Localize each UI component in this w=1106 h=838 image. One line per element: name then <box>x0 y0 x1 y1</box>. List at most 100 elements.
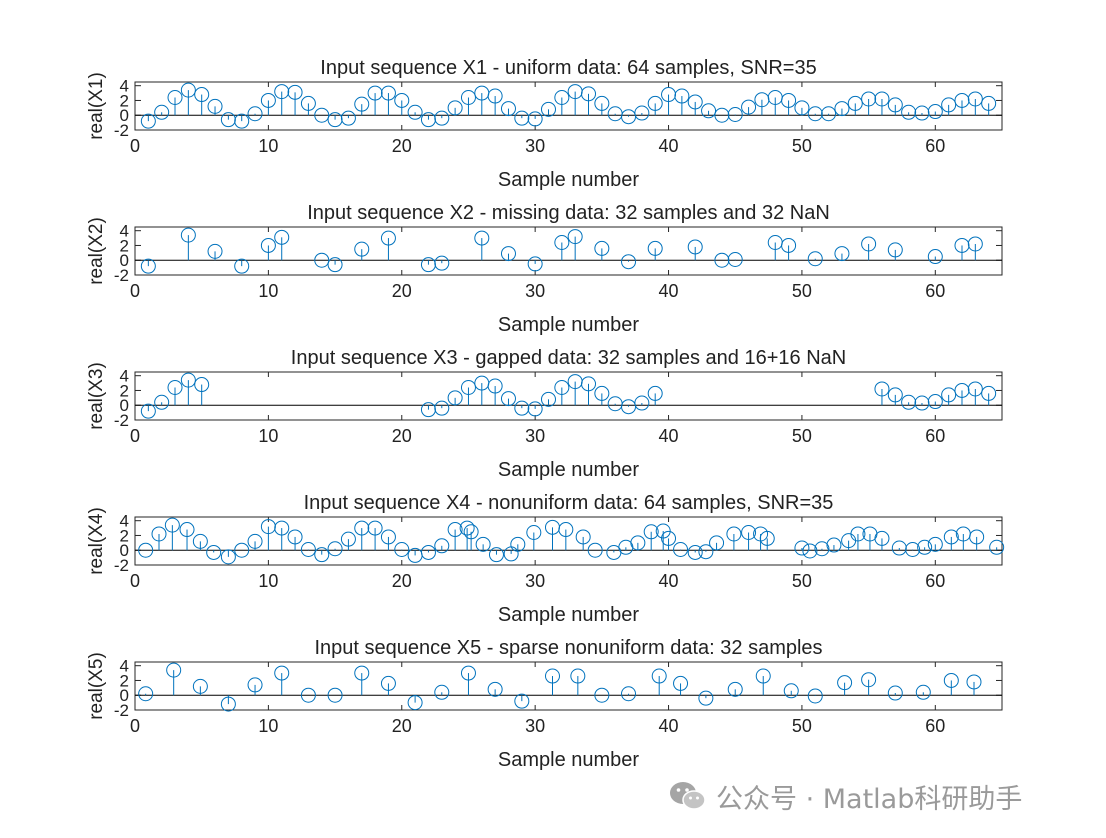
axes-box <box>134 516 1003 566</box>
x-tick-label: 60 <box>925 281 945 301</box>
stem-marker <box>661 530 677 546</box>
stem-marker <box>138 542 154 558</box>
stem-marker <box>220 696 236 712</box>
stem-marker <box>621 254 637 270</box>
stem-marker <box>698 544 714 560</box>
stem-marker <box>714 252 730 268</box>
x-tick-label: 10 <box>258 281 278 301</box>
stem-marker <box>164 517 180 533</box>
stem-marker <box>927 249 943 265</box>
x-axis-label: Sample number <box>498 459 640 481</box>
stem-marker <box>167 380 183 396</box>
subplot-title: Input sequence X5 - sparse nonuniform da… <box>314 637 822 659</box>
stem-marker <box>434 400 450 416</box>
stem-marker <box>527 111 543 127</box>
stem-marker <box>510 536 526 552</box>
stem-marker <box>969 529 985 545</box>
y-axis-label: real(X2) <box>86 217 107 285</box>
stem-marker <box>726 526 742 542</box>
stem-marker <box>874 381 890 397</box>
stem-marker <box>260 92 276 108</box>
stem-marker <box>540 101 556 117</box>
x-tick-label: 20 <box>392 136 412 156</box>
stem-marker <box>981 385 997 401</box>
stem-marker <box>140 403 156 419</box>
stem-marker <box>207 98 223 114</box>
stem-marker <box>527 256 543 272</box>
stem-marker <box>194 87 210 103</box>
x-tick-label: 10 <box>258 716 278 736</box>
y-axis-label: real(X4) <box>86 507 107 575</box>
x-tick-label: 40 <box>659 136 679 156</box>
x-tick-label: 50 <box>792 281 812 301</box>
stem-marker <box>434 538 450 554</box>
y-tick-label: 4 <box>120 657 129 676</box>
stem-marker <box>460 90 476 106</box>
stem-marker <box>287 84 303 100</box>
stem-marker <box>687 239 703 255</box>
stem-marker <box>807 251 823 267</box>
stem-marker <box>514 693 530 709</box>
axes-box <box>134 661 1003 711</box>
y-tick-label: 2 <box>120 91 129 110</box>
stem-marker <box>594 95 610 111</box>
stem-marker <box>655 523 671 539</box>
stem-marker <box>327 112 343 128</box>
stem-marker <box>807 106 823 122</box>
stem-marker <box>581 376 597 392</box>
stem-marker <box>927 394 943 410</box>
stem-marker <box>500 391 516 407</box>
y-tick-label: -2 <box>114 556 129 575</box>
stem-marker <box>354 96 370 112</box>
stem-marker <box>420 257 436 273</box>
stem-marker <box>687 544 703 560</box>
stem-marker <box>570 668 586 684</box>
stem-marker <box>927 536 943 552</box>
stem-marker <box>487 681 503 697</box>
stem-marker <box>540 391 556 407</box>
stem-marker <box>380 529 396 545</box>
stem-marker <box>687 94 703 110</box>
stem-marker <box>434 110 450 126</box>
stem-marker <box>179 522 195 538</box>
stem-marker <box>781 92 797 108</box>
x-tick-label: 60 <box>925 426 945 446</box>
stem-marker <box>554 235 570 251</box>
x-tick-label: 10 <box>258 571 278 591</box>
stem-marker <box>581 86 597 102</box>
stem-marker <box>460 665 476 681</box>
y-tick-label: 4 <box>120 512 129 531</box>
stem-marker <box>594 240 610 256</box>
subplot-title: Input sequence X2 - missing data: 32 sam… <box>307 202 830 224</box>
x-tick-label: 50 <box>792 571 812 591</box>
stem-marker <box>802 543 818 559</box>
x-tick-label: 30 <box>525 571 545 591</box>
stem-marker <box>887 685 903 701</box>
stem-marker <box>420 402 436 418</box>
stem-marker <box>380 230 396 246</box>
stem-marker <box>154 394 170 410</box>
subplot-title: Input sequence X3 - gapped data: 32 samp… <box>291 347 846 369</box>
stem-marker <box>138 686 154 702</box>
x-tick-label: 60 <box>925 571 945 591</box>
stem-marker <box>647 385 663 401</box>
stem-marker <box>367 520 383 536</box>
stem-marker <box>914 395 930 411</box>
stem-marker <box>488 547 504 563</box>
stem-marker <box>447 522 463 538</box>
stem-marker <box>794 100 810 116</box>
stem-marker <box>300 687 316 703</box>
stem-marker <box>500 246 516 262</box>
y-axis-label: real(X3) <box>86 362 107 430</box>
stem-marker <box>234 113 250 129</box>
x-axis-label: Sample number <box>498 169 640 191</box>
x-tick-label: 0 <box>130 136 140 156</box>
stem-marker <box>981 95 997 111</box>
stem-marker <box>247 533 263 549</box>
stem-marker <box>194 377 210 393</box>
x-tick-label: 50 <box>792 136 812 156</box>
y-tick-label: -2 <box>114 121 129 140</box>
